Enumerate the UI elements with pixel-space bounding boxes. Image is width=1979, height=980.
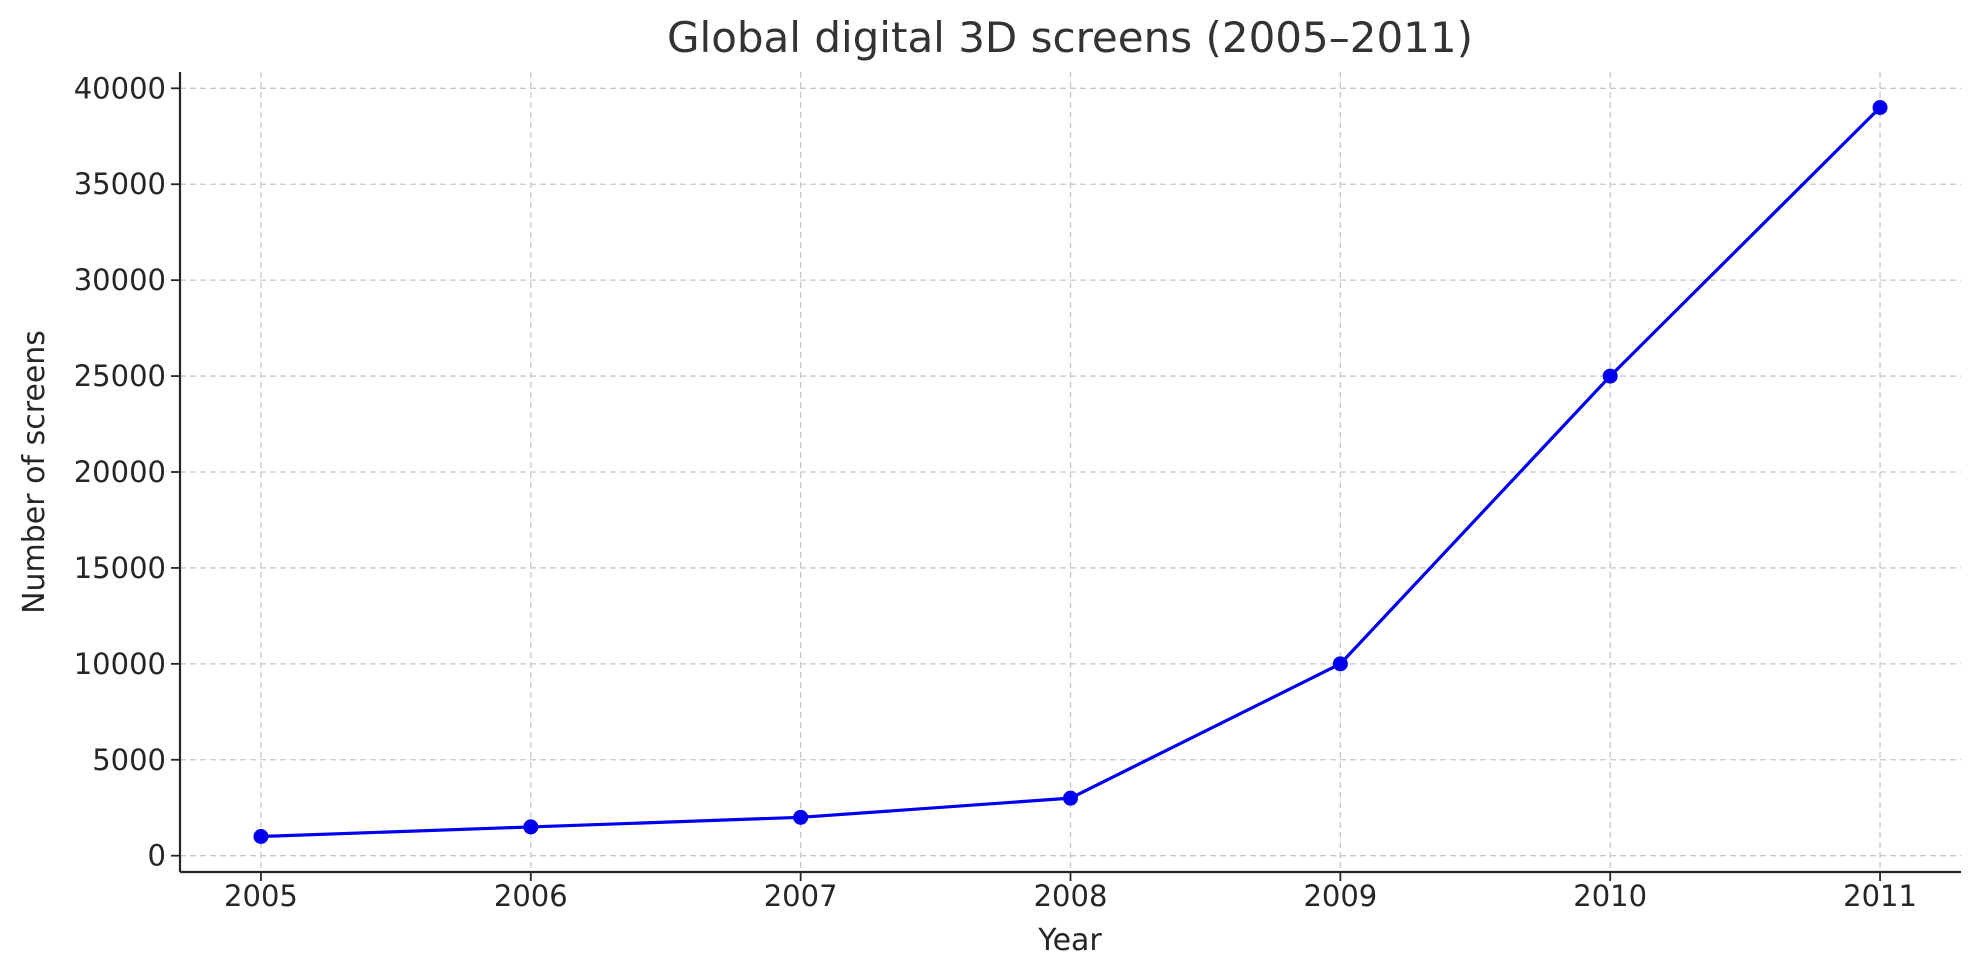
grid	[180, 72, 1961, 872]
data-point	[253, 829, 269, 845]
x-axis-label: Year	[1037, 923, 1102, 958]
x-tick-label: 2006	[494, 879, 568, 913]
x-tick-label: 2007	[764, 879, 838, 913]
data-point	[793, 809, 809, 825]
y-tick-label: 40000	[74, 71, 166, 105]
chart-title: Global digital 3D screens (2005–2011)	[667, 13, 1473, 62]
x-tick-label: 2011	[1843, 879, 1917, 913]
x-axis-ticks: 2005 2006 2007 2008 2009 2010 2011	[224, 872, 1917, 913]
y-tick-label: 0	[148, 839, 166, 873]
data-point	[1063, 790, 1078, 806]
y-tick-label: 30000	[74, 263, 166, 297]
x-tick-label: 2008	[1034, 879, 1108, 913]
x-tick-label: 2009	[1303, 879, 1377, 913]
y-tick-label: 25000	[74, 359, 166, 393]
y-tick-label: 20000	[74, 455, 166, 489]
y-tick-label: 5000	[92, 743, 166, 777]
y-tick-label: 15000	[74, 551, 166, 585]
x-tick-label: 2005	[224, 879, 298, 913]
data-point	[1602, 368, 1618, 384]
y-tick-label: 10000	[74, 647, 166, 681]
data-series	[253, 99, 1888, 845]
y-tick-label: 35000	[74, 167, 166, 201]
y-axis-ticks: 0 5000 10000 15000 20000 25000 30000 35000 40000	[74, 71, 180, 873]
data-point	[1872, 99, 1888, 115]
y-axis-label: Number of screens	[17, 330, 52, 614]
data-point	[523, 819, 539, 835]
x-tick-label: 2010	[1573, 879, 1647, 913]
data-point	[1332, 656, 1348, 672]
